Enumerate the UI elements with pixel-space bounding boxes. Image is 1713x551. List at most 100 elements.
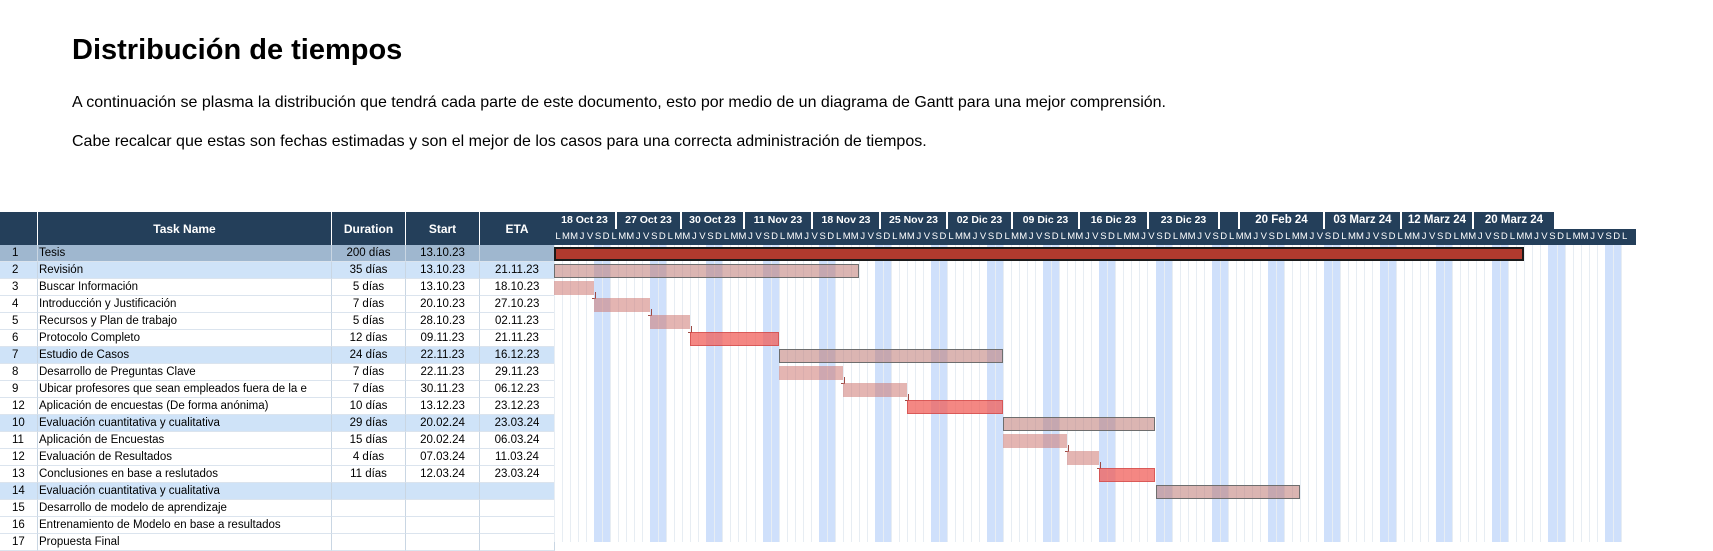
table-row[interactable]: 8 Desarrollo de Preguntas Clave 7 días 22.1… xyxy=(0,364,555,381)
eta-cell: 23.03.24 xyxy=(480,466,555,483)
day-gridline xyxy=(1051,245,1053,542)
week-header: 18 Oct 23 xyxy=(554,212,617,229)
start-cell: 20.02.24 xyxy=(406,432,480,449)
start-cell: 13.10.23 xyxy=(406,262,480,279)
table-row[interactable]: 1 Tesis 200 días 13.10.23 xyxy=(0,245,555,262)
table-row[interactable]: 17 Propuesta Final xyxy=(0,534,555,551)
gantt-bar[interactable] xyxy=(778,349,1004,363)
task-id-cell: 13 xyxy=(0,466,38,483)
header-duration[interactable]: Duration xyxy=(332,212,406,245)
day-gridline xyxy=(1227,245,1229,542)
day-gridline xyxy=(802,245,804,542)
day-gridline xyxy=(938,245,940,542)
gantt-bar[interactable] xyxy=(906,400,1004,414)
day-letter: M xyxy=(618,231,627,242)
duration-cell xyxy=(332,483,406,500)
day-gridline xyxy=(578,245,580,542)
day-letter: M xyxy=(1019,231,1028,242)
table-row[interactable]: 12 Aplicación de encuestas (De forma anón… xyxy=(0,398,555,415)
table-row[interactable]: 12 Evaluación de Resultados 4 días 07.03.24… xyxy=(0,449,555,466)
gantt-bar[interactable] xyxy=(1099,468,1156,482)
day-gridline xyxy=(1508,245,1510,542)
table-row[interactable]: 16 Entrenamiento de Modelo en base a resu… xyxy=(0,517,555,534)
day-gridline xyxy=(1299,245,1301,542)
header-eta[interactable]: ETA xyxy=(480,212,555,245)
task-id-cell: 1 xyxy=(0,245,38,262)
day-letter: M xyxy=(955,231,963,242)
gantt-bar[interactable] xyxy=(594,298,651,312)
table-row[interactable]: 9 Ubicar profesores que sean empleados fu… xyxy=(0,381,555,398)
day-letter: D xyxy=(1051,231,1059,242)
day-letter: V xyxy=(1036,231,1043,242)
day-letter: S xyxy=(819,231,826,242)
eta-cell xyxy=(480,245,555,262)
gantt-bar[interactable] xyxy=(650,315,691,329)
day-letter: V xyxy=(1485,231,1492,242)
header-start[interactable]: Start xyxy=(406,212,480,245)
gantt-bar[interactable] xyxy=(554,247,1525,261)
day-letter: D xyxy=(771,231,778,242)
day-gridline xyxy=(1131,245,1133,542)
table-row[interactable]: 5 Recursos y Plan de trabajo 5 días 28.10.2… xyxy=(0,313,555,330)
table-row[interactable]: 7 Estudio de Casos 24 días 22.11.23 16.12.23 xyxy=(0,347,555,364)
day-letter: V xyxy=(1429,231,1436,242)
day-letter: V xyxy=(1204,231,1211,242)
day-letter: M xyxy=(1235,231,1244,242)
header-task-name[interactable]: Task Name xyxy=(38,212,332,245)
week-header: 02 Dic 23 xyxy=(948,212,1013,229)
duration-cell: 12 días xyxy=(332,330,406,347)
gantt-bar[interactable] xyxy=(778,366,843,380)
gantt-bar[interactable] xyxy=(842,383,907,397)
day-gridline xyxy=(1291,245,1293,542)
task-name-cell: Desarrollo de modelo de aprendizaje xyxy=(38,500,332,517)
day-letter: L xyxy=(555,231,561,242)
day-gridline xyxy=(690,245,692,542)
gantt-bar[interactable] xyxy=(690,332,779,346)
task-id-cell: 7 xyxy=(0,347,38,364)
table-row[interactable]: 3 Buscar Información 5 días 13.10.23 18.10.2… xyxy=(0,279,555,296)
day-letter: M xyxy=(570,231,578,242)
gantt-bar[interactable] xyxy=(554,281,595,295)
day-gridline xyxy=(746,245,748,542)
day-letter: L xyxy=(1060,231,1066,242)
day-letter: J xyxy=(1365,231,1371,242)
gantt-bar[interactable] xyxy=(1155,485,1300,499)
eta-cell: 18.10.23 xyxy=(480,279,555,296)
gantt-bar[interactable] xyxy=(1003,434,1068,448)
day-letter: L xyxy=(667,231,673,242)
table-row[interactable]: 10 Evaluación cuantitativa y cualitativa 2… xyxy=(0,415,555,432)
table-row[interactable]: 14 Evaluación cuantitativa y cualitativa xyxy=(0,483,555,500)
gantt-bar[interactable] xyxy=(1003,417,1156,431)
day-letter: D xyxy=(1220,231,1228,242)
table-row[interactable]: 13 Conclusiones en base a reslutados 11 dí… xyxy=(0,466,555,483)
week-header: 12 Marz 24 xyxy=(1402,212,1474,229)
day-gridline xyxy=(826,245,828,542)
page-title: Distribución de tiempos xyxy=(72,34,403,66)
start-cell: 09.11.23 xyxy=(406,330,480,347)
day-gridline xyxy=(1147,245,1149,542)
day-gridline xyxy=(1452,245,1454,542)
table-row[interactable]: 6 Protocolo Completo 12 días 09.11.23 21.11.… xyxy=(0,330,555,347)
header-id xyxy=(0,212,38,245)
gantt-bar[interactable] xyxy=(554,264,859,278)
task-id-cell: 15 xyxy=(0,500,38,517)
day-letter: M xyxy=(1460,231,1469,242)
day-gridline xyxy=(1428,245,1430,542)
day-letter: S xyxy=(1493,231,1500,242)
weekend-band xyxy=(1492,245,1509,542)
day-gridline xyxy=(946,245,948,542)
day-gridline xyxy=(1107,245,1109,542)
table-row[interactable]: 11 Aplicación de Encuestas 15 días 20.02.24… xyxy=(0,432,555,449)
duration-cell: 200 días xyxy=(332,245,406,262)
week-header: 09 Dic 23 xyxy=(1013,212,1080,229)
day-letter: M xyxy=(1179,231,1188,242)
day-gridline xyxy=(1412,245,1414,542)
table-row[interactable]: 2 Revisión 35 días 13.10.23 21.11.23 xyxy=(0,262,555,279)
day-letter: D xyxy=(1332,231,1340,242)
table-row[interactable]: 4 Introducción y Justificación 7 días 20.10… xyxy=(0,296,555,313)
gantt-bar[interactable] xyxy=(1067,451,1100,465)
table-row[interactable]: 15 Desarrollo de modelo de aprendizaje xyxy=(0,500,555,517)
day-letter: J xyxy=(1141,231,1146,242)
day-letter: M xyxy=(1187,231,1196,242)
week-header: 03 Marz 24 xyxy=(1325,212,1402,229)
